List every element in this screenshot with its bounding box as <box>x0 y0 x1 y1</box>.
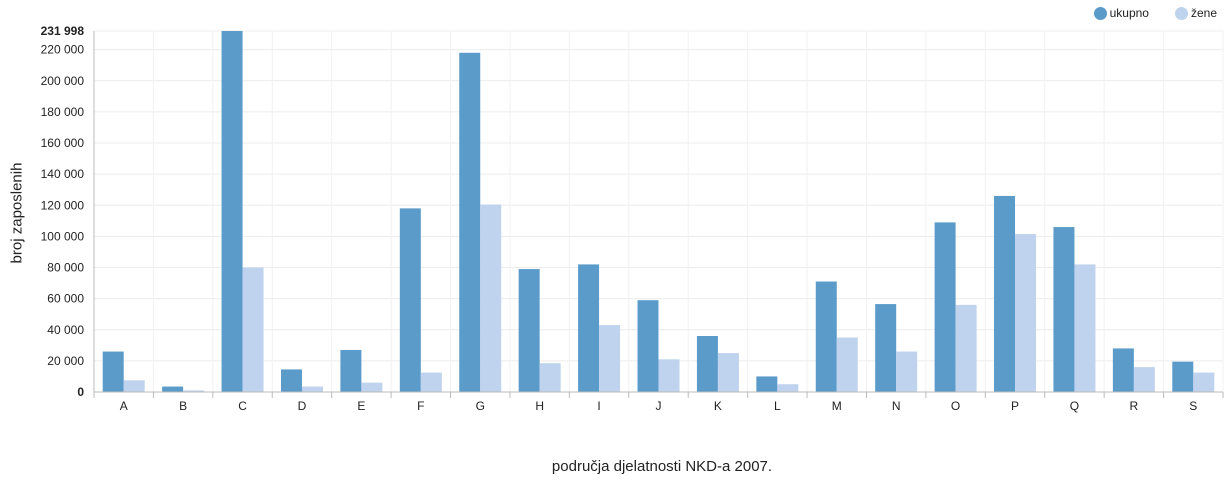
bar-women-B <box>183 390 205 392</box>
y-tick-label: 200 000 <box>41 74 85 88</box>
bar-women-F <box>420 372 442 392</box>
bar-total-G <box>459 52 481 393</box>
x-tick-label: R <box>1130 399 1139 413</box>
bar-total-I <box>578 264 600 392</box>
legend-label-total: ukupno <box>1109 6 1149 20</box>
bar-total-H <box>518 269 540 392</box>
bar-women-O <box>955 304 977 392</box>
bar-women-H <box>539 363 561 392</box>
y-tick-label: 220 000 <box>41 43 85 57</box>
bar-women-D <box>301 386 323 392</box>
y-axis: 0 20 000 40 000 60 000 80 000 100 000 120 000 1… <box>41 24 95 399</box>
y-tick-label: 100 000 <box>41 229 85 243</box>
legend-swatch-total <box>1093 6 1107 20</box>
bar-women-K <box>717 353 739 392</box>
x-tick-label: B <box>179 399 187 413</box>
bar-total-C <box>221 30 243 392</box>
bar-women-S <box>1193 372 1215 392</box>
bar-total-R <box>1112 348 1134 392</box>
bar-total-N <box>875 304 897 392</box>
x-tick-label: F <box>417 399 424 413</box>
x-tick-label: E <box>357 399 365 413</box>
bar-women-I <box>599 325 621 392</box>
bars <box>102 30 1215 393</box>
y-tick-label: 40 000 <box>47 323 84 337</box>
y-tick-label: 0 <box>77 385 84 399</box>
bar-women-E <box>361 382 383 392</box>
legend-label-women: žene <box>1190 6 1217 20</box>
x-tick-label: I <box>597 399 600 413</box>
bar-total-F <box>399 208 421 392</box>
bar-total-S <box>1172 361 1194 392</box>
x-axis-title: područja djelatnosti NKD-a 2007. <box>551 458 773 475</box>
bar-women-G <box>480 204 502 392</box>
bar-total-J <box>637 300 659 392</box>
x-tick-label: O <box>951 399 960 413</box>
x-tick-label: K <box>714 399 722 413</box>
x-tick-label: S <box>1189 399 1197 413</box>
bar-total-E <box>340 349 362 392</box>
legend-item-total[interactable]: ukupno <box>1093 6 1149 20</box>
bar-women-J <box>658 359 680 392</box>
legend: ukupno žene <box>1093 6 1217 20</box>
y-axis-title: broj zaposlenih <box>8 162 26 264</box>
bar-women-C <box>242 267 264 392</box>
bar-women-L <box>777 384 799 392</box>
bar-total-K <box>696 335 718 392</box>
x-tick-label: N <box>892 399 901 413</box>
bar-total-B <box>162 386 184 392</box>
x-tick-label: A <box>120 399 128 413</box>
y-tick-label: 120 000 <box>41 198 85 212</box>
x-tick-label: M <box>832 399 842 413</box>
bar-total-M <box>815 281 837 392</box>
x-axis: A B C D E F G H I J K L M N O P Q R S <box>93 391 1224 413</box>
y-tick-label: 60 000 <box>47 292 84 306</box>
bar-total-P <box>994 195 1016 392</box>
bar-women-M <box>836 337 858 392</box>
bar-total-L <box>756 376 778 392</box>
y-tick-label: 140 000 <box>41 167 85 181</box>
x-tick-label: D <box>298 399 307 413</box>
bar-total-A <box>102 351 124 392</box>
bar-total-Q <box>1053 227 1075 392</box>
y-tick-label: 180 000 <box>41 105 85 119</box>
x-tick-label: C <box>238 399 247 413</box>
y-tick-label: 80 000 <box>47 261 84 275</box>
x-tick-label: Q <box>1070 399 1079 413</box>
bar-total-O <box>934 222 956 392</box>
x-tick-label: L <box>774 399 781 413</box>
y-tick-label: 160 000 <box>41 136 85 150</box>
legend-item-women[interactable]: žene <box>1174 6 1217 20</box>
bar-women-P <box>1015 234 1037 392</box>
bar-women-Q <box>1074 264 1096 392</box>
x-tick-label: J <box>656 399 662 413</box>
x-tick-label: H <box>535 399 544 413</box>
bar-women-R <box>1133 367 1155 392</box>
y-tick-label: 20 000 <box>47 354 84 368</box>
bar-total-D <box>280 369 302 392</box>
legend-swatch-women <box>1174 6 1188 20</box>
y-max-label: 231 998 <box>41 24 85 38</box>
bar-women-A <box>123 380 145 392</box>
x-tick-label: G <box>476 399 485 413</box>
bar-women-N <box>896 351 918 392</box>
x-tick-label: P <box>1011 399 1019 413</box>
